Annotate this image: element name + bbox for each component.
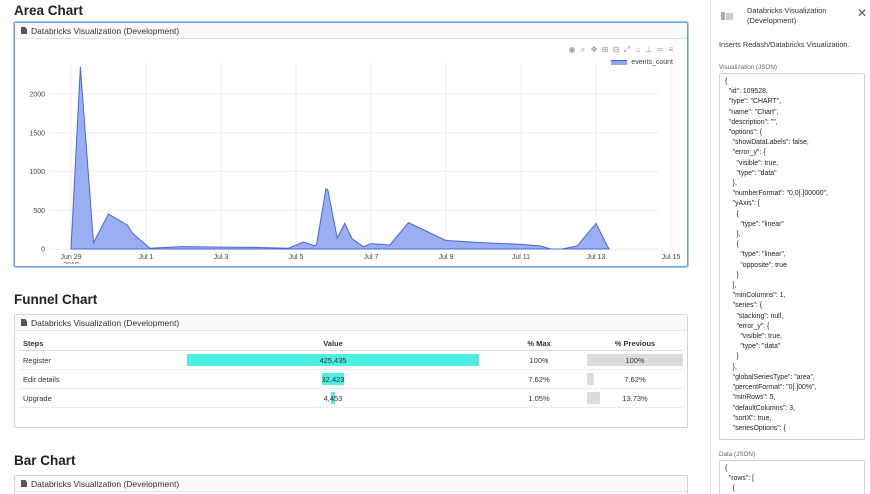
card-header: Databricks Visualization (Development) (15, 315, 687, 331)
compare-icon[interactable]: ═ (657, 45, 663, 54)
y-tick-label: 500 (33, 208, 45, 215)
panel-description: Inserts Redash/Databricks Visualization. (719, 40, 850, 49)
funnel-prev-bar (587, 392, 601, 404)
funnel-value-bar (187, 354, 479, 366)
funnel-prev: 7.62% (624, 374, 646, 384)
reset-axes-icon[interactable]: ⌂ (635, 45, 641, 54)
funnel-value: 4,453 (323, 393, 343, 403)
funnel-row: Edit details 32,423 7.62% 7.62% (19, 370, 683, 389)
hover-closest-icon[interactable]: ≡ (668, 45, 674, 54)
header-previous: % Previous (614, 339, 656, 348)
data-json-text: { "rows": [ { (725, 465, 755, 493)
x-tick-label: 2019 (63, 262, 79, 264)
card-header-label: Databricks Visualization (Development) (31, 25, 180, 36)
funnel-value-bar (331, 392, 335, 404)
y-tick-label: 1000 (29, 169, 45, 176)
x-tick-label: Jul 3 (214, 254, 229, 261)
databricks-logo-icon (721, 12, 733, 20)
funnel-step: Upgrade (23, 393, 52, 403)
bar-chart-title: Bar Chart (14, 453, 76, 468)
area-chart-body: ◉ ⌕ ✥ ⊞ ⊟ ⤢ ⌂ ⊥ ═ ≡ events_count 0 500 1000 1500 2000… (19, 43, 685, 265)
area-chart-title: Area Chart (14, 3, 84, 18)
funnel-prev-bar (587, 354, 683, 366)
zoom-out-icon[interactable]: ⊟ (612, 45, 620, 54)
chart-modebar: ◉ ⌕ ✥ ⊞ ⊟ ⤢ ⌂ ⊥ ═ ≡ (568, 46, 675, 54)
funnel-value: 425,435 (319, 355, 347, 365)
panel-title: Databricks Visualization (Development) (747, 6, 827, 25)
card-header: Databricks Visualization (Development) (15, 23, 687, 39)
main-content: Area Chart Databricks Visualization (Dev… (14, 3, 688, 494)
funnel-row: Upgrade 4,453 1.05% 13.73% (19, 389, 683, 408)
funnel-prev: 100% (625, 355, 645, 365)
funnel-prev-cell: 13.73% (587, 389, 683, 407)
data-json-editor[interactable]: { "rows": [ { (719, 460, 865, 494)
card-header-label: Databricks Visualization (Development) (31, 478, 180, 489)
funnel-header-row: Steps Value % Max % Previous (19, 337, 683, 351)
document-icon (21, 480, 27, 487)
header-steps: Steps (23, 339, 44, 348)
panel-header: Databricks Visualization (Development) ✕ (719, 6, 869, 28)
x-tick-label: Jul 11 (512, 254, 530, 261)
x-tick-label: Jul 7 (364, 254, 379, 261)
y-tick-label: 2000 (29, 92, 45, 99)
funnel-max: 100% (529, 355, 549, 365)
y-tick-label: 0 (41, 247, 45, 254)
funnel-max: 7.62% (528, 374, 550, 384)
x-tick-label: Jun 29 (60, 254, 81, 261)
document-icon (21, 27, 27, 34)
funnel-value: 32,423 (321, 374, 345, 384)
close-icon[interactable]: ✕ (856, 6, 867, 20)
zoom-in-icon[interactable]: ⊞ (601, 45, 609, 54)
bar-chart-card[interactable]: Databricks Visualization (Development) (14, 475, 688, 494)
y-tick-label: 1500 (29, 130, 45, 137)
data-json-label: Data (JSON) (719, 451, 756, 458)
autoscale-icon[interactable]: ⤢ (623, 45, 631, 54)
side-panel: Databricks Visualization (Development) ✕… (710, 0, 870, 494)
x-tick-label: Jul 5 (289, 254, 304, 261)
x-tick-label: Jul 13 (587, 254, 606, 261)
area-series-events-count (70, 66, 611, 250)
area-chart-card[interactable]: Databricks Visualization (Development) ◉… (14, 22, 688, 267)
funnel-prev-cell: 100% (587, 351, 683, 369)
funnel-step: Edit details (23, 374, 60, 384)
area-chart-plot[interactable]: 0 500 1000 1500 2000 Jun 292019 Jul 1 Jul 3 Jul … (19, 43, 685, 264)
legend-swatch (611, 60, 628, 65)
pan-icon[interactable]: ✥ (590, 45, 598, 54)
chart-legend[interactable]: events_count (611, 59, 673, 66)
header-value: Value (323, 339, 343, 348)
visualization-json-editor[interactable]: { "id": 109528, "type": "CHART", "name":… (719, 73, 865, 440)
funnel-prev-cell: 7.62% (587, 370, 683, 388)
funnel-prev-bar (587, 373, 595, 385)
card-header-label: Databricks Visualization (Development) (31, 317, 180, 328)
document-icon (21, 319, 27, 326)
card-header: Databricks Visualization (Development) (15, 476, 687, 492)
funnel-chart-card[interactable]: Databricks Visualization (Development) S… (14, 314, 688, 428)
funnel-table: Steps Value % Max % Previous Register 425… (19, 337, 683, 408)
visualization-json-text: { "id": 109528, "type": "CHART", "name":… (725, 78, 828, 432)
x-tick-label: Jul 1 (139, 254, 154, 261)
spike-icon[interactable]: ⊥ (645, 45, 653, 54)
funnel-value-cell: 425,435 (187, 351, 479, 369)
funnel-chart-title: Funnel Chart (14, 292, 98, 307)
zoom-icon[interactable]: ⌕ (580, 45, 586, 54)
funnel-value-cell: 4,453 (187, 389, 479, 407)
visualization-json-label: Visualization (JSON) (719, 64, 777, 71)
funnel-value-bar (321, 373, 345, 385)
header-max: % Max (527, 339, 551, 348)
funnel-row: Register 425,435 100% 100% (19, 351, 683, 370)
funnel-max: 1.05% (528, 393, 550, 403)
x-tick-label: Jul 15 (662, 254, 681, 261)
funnel-step: Register (23, 355, 51, 365)
x-tick-label: Jul 9 (439, 254, 454, 261)
funnel-prev: 13.73% (622, 393, 648, 403)
funnel-value-cell: 32,423 (187, 370, 479, 388)
camera-icon[interactable]: ◉ (568, 45, 576, 54)
legend-label: events_count (631, 59, 673, 66)
